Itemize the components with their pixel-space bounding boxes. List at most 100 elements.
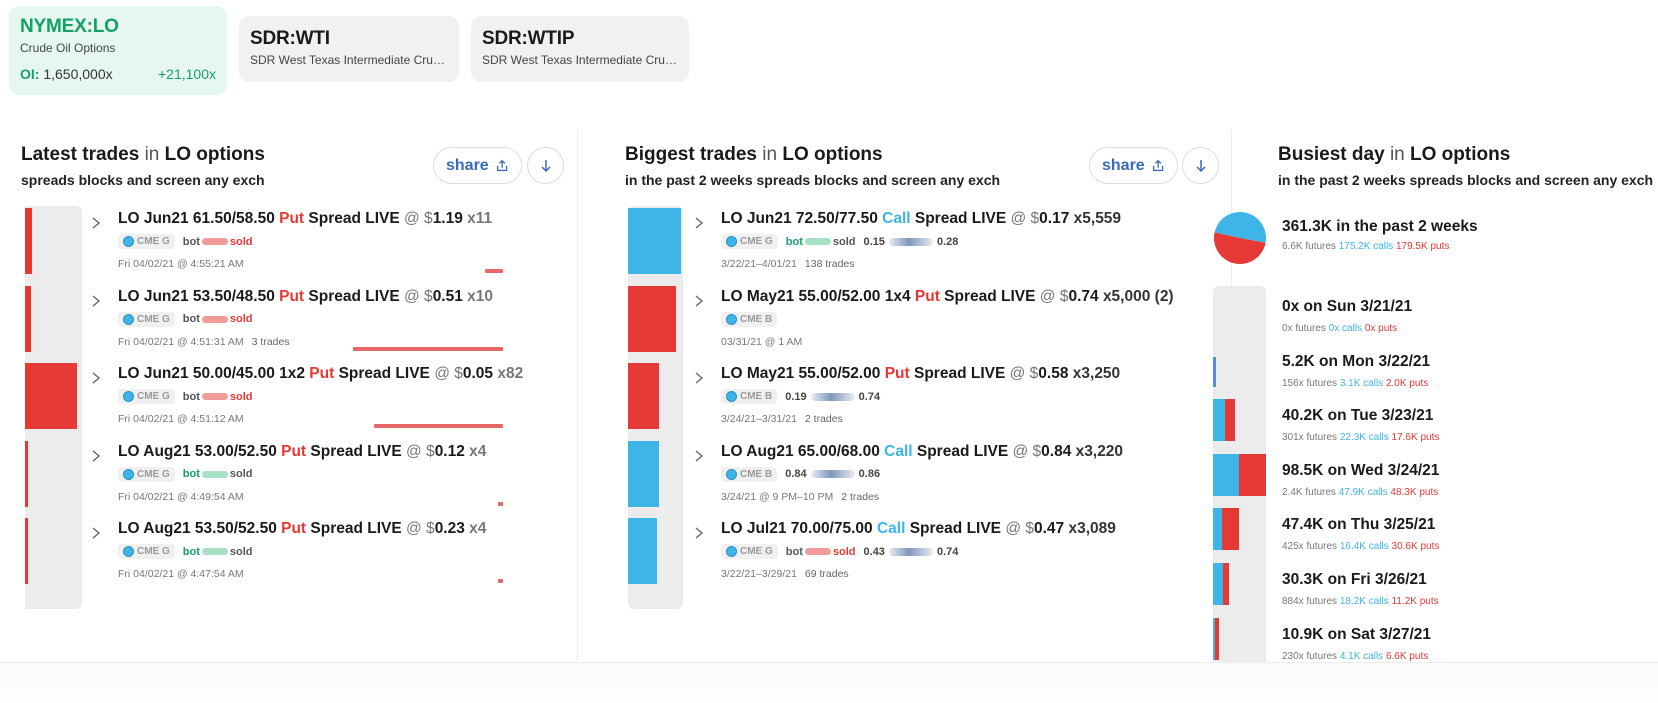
trade-type: Call (884, 442, 913, 460)
trade-at: @ $ (404, 287, 433, 305)
busiest-day-panel: Busiest day in LO options in the past 2 … (1232, 130, 1658, 703)
trade-row[interactable]: LO Jul21 70.00/75.00 Call Spread LIVE @ … (628, 516, 1148, 598)
card-sdr-wtip[interactable]: SDR:WTIP SDR West Texas Intermediate Cru… (471, 16, 689, 82)
trade-timestamp: 3/22/21–3/29/21 (721, 568, 797, 580)
trade-row[interactable]: LO Jun21 61.50/58.50 Put Spread LIVE @ $… (25, 206, 545, 288)
trade-description[interactable]: LO Jun21 53.50/48.50 Put Spread LIVE @ $… (118, 288, 493, 306)
trade-row[interactable]: LO May21 55.00/52.00 Put Spread LIVE @ $… (628, 361, 1148, 443)
exchange-badge: CME B (721, 466, 778, 482)
instrument-cards: NYMEX:LO Crude Oil Options OI: 1,650,000… (9, 6, 689, 95)
chevron-right-icon[interactable] (89, 449, 103, 463)
trade-at: @ $ (1005, 520, 1034, 537)
trade-row[interactable]: LO May21 55.00/52.00 1x4 Put Spread LIVE… (628, 284, 1174, 366)
range-low: 0.15 (863, 235, 885, 248)
globe-icon (123, 313, 134, 325)
trade-description[interactable]: LO May21 55.00/52.00 1x4 Put Spread LIVE… (721, 288, 1174, 306)
day-row[interactable]: 40.2K on Tue 3/23/21 301x futures 22.3K c… (1213, 399, 1653, 454)
day-breakdown: 301x futures 22.3K calls 17.6K puts (1282, 432, 1439, 443)
trade-row[interactable]: LO Jun21 53.50/48.50 Put Spread LIVE @ $… (25, 284, 545, 366)
trade-row[interactable]: LO Jun21 72.50/77.50 Call Spread LIVE @ … (628, 206, 1148, 288)
day-row[interactable]: 47.4K on Thu 3/25/21 425x futures 16.4K c… (1213, 508, 1653, 563)
trade-description[interactable]: LO Aug21 53.50/52.50 Put Spread LIVE @ $… (118, 520, 486, 538)
chevron-right-icon[interactable] (692, 449, 706, 463)
card-symbol: SDR:WTIP (482, 28, 575, 49)
bot-sold-pill (201, 393, 228, 400)
trade-size-bar (628, 440, 659, 507)
trade-row[interactable]: LO Aug21 53.50/52.50 Put Spread LIVE @ $… (25, 516, 545, 598)
exchange-badge: CME G (118, 544, 175, 559)
trade-meta: CME G bot sold (118, 544, 253, 559)
bot-label: bot (182, 468, 200, 480)
trade-type: Put (309, 365, 335, 382)
trade-timestamp: 03/31/21 @ 1 AM (721, 335, 803, 348)
trade-time: Fri 04/02/21 @ 4:47:54 AM (118, 568, 244, 580)
day-calls-segment (1213, 356, 1216, 387)
sold-label: sold (229, 468, 253, 480)
exchange-name: CME G (137, 236, 170, 247)
range-high: 0.74 (858, 390, 881, 403)
exchange-name: CME G (137, 313, 170, 325)
day-calls-segment (1213, 453, 1240, 496)
trade-contract: LO Aug21 53.50/52.50 (118, 520, 282, 537)
price-range: 0.43 0.74 (864, 546, 959, 558)
trade-description[interactable]: LO Aug21 65.00/68.00 Call Spread LIVE @ … (721, 443, 1123, 461)
day-row[interactable]: 10.9K on Sat 3/27/21 230x futures 4.1K ca… (1213, 617, 1653, 673)
bot-sold-indicator: bot sold (183, 391, 253, 403)
range-low: 0.43 (863, 545, 885, 558)
day-breakdown: 0x futures 0x calls 0x puts (1282, 323, 1397, 334)
chevron-right-icon[interactable] (692, 371, 706, 385)
day-total: 40.2K on Tue 3/23/21 (1282, 407, 1434, 425)
day-futures: 0x futures (1282, 323, 1326, 334)
day-calls-segment (1213, 617, 1216, 660)
chevron-right-icon[interactable] (692, 216, 706, 230)
chevron-right-icon[interactable] (89, 371, 103, 385)
download-button[interactable] (527, 147, 564, 184)
range-high: 0.28 (936, 235, 959, 248)
card-nymex-lo[interactable]: NYMEX:LO Crude Oil Options OI: 1,650,000… (9, 6, 227, 95)
share-button[interactable]: share (433, 147, 522, 184)
day-puts: 17.6K puts (1391, 432, 1440, 444)
trade-size-bar (25, 285, 32, 352)
trade-description[interactable]: LO Jun21 72.50/77.50 Call Spread LIVE @ … (721, 210, 1121, 228)
card-description: Crude Oil Options (20, 41, 116, 55)
chevron-right-icon[interactable] (692, 294, 706, 308)
trade-meta: CME G bot sold (118, 466, 253, 482)
chevron-right-icon[interactable] (89, 216, 103, 230)
trade-description[interactable]: LO Jun21 61.50/58.50 Put Spread LIVE @ $… (118, 210, 492, 228)
trade-description[interactable]: LO Aug21 53.00/52.50 Put Spread LIVE @ $… (118, 443, 486, 461)
chevron-right-icon[interactable] (692, 526, 706, 540)
day-row[interactable]: 98.5K on Wed 3/24/21 2.4K futures 47.9K c… (1213, 453, 1653, 509)
exchange-badge: CME G (118, 234, 175, 249)
day-calls: 22.3K calls (1339, 432, 1389, 444)
bot-sold-pill (201, 548, 228, 555)
trade-row[interactable]: LO Aug21 65.00/68.00 Call Spread LIVE @ … (628, 439, 1148, 521)
download-button[interactable] (1182, 147, 1219, 184)
day-calls: 18.2K calls (1339, 596, 1389, 607)
title-tail: LO options (1410, 144, 1511, 165)
trade-description[interactable]: LO May21 55.00/52.00 Put Spread LIVE @ $… (721, 365, 1120, 383)
day-row[interactable]: 30.3K on Fri 3/26/21 884x futures 18.2K c… (1213, 563, 1653, 618)
chevron-right-icon[interactable] (89, 526, 103, 540)
day-puts-segment (1223, 563, 1230, 605)
price-range: 0.84 0.86 (785, 468, 880, 480)
panel-title: Latest trades in LO options (21, 144, 265, 166)
trade-description[interactable]: LO Jun21 50.00/45.00 1x2 Put Spread LIVE… (118, 365, 523, 383)
bot-sold-pill (804, 548, 831, 555)
trade-at: @ $ (404, 210, 433, 227)
share-button[interactable]: share (1089, 147, 1178, 184)
trade-row[interactable]: LO Jun21 50.00/45.00 1x2 Put Spread LIVE… (25, 361, 545, 443)
trade-row[interactable]: LO Aug21 53.00/52.50 Put Spread LIVE @ $… (25, 439, 545, 521)
day-row[interactable]: 5.2K on Mon 3/22/21 156x futures 3.1K cal… (1213, 345, 1653, 400)
globe-icon (726, 546, 737, 557)
day-total: 0x on Sun 3/21/21 (1282, 298, 1413, 315)
price-range: 0.19 0.74 (785, 391, 880, 403)
day-calls: 0x calls (1328, 323, 1363, 334)
title-in: in (144, 144, 160, 165)
card-sdr-wti[interactable]: SDR:WTI SDR West Texas Intermediate Crud… (239, 16, 459, 82)
chevron-right-icon[interactable] (89, 294, 103, 308)
day-futures: 156x futures (1282, 377, 1338, 389)
range-bar (810, 392, 855, 401)
trade-description[interactable]: LO Jul21 70.00/75.00 Call Spread LIVE @ … (721, 520, 1116, 538)
trade-quantity: x3,220 (1075, 442, 1124, 460)
day-row[interactable]: 0x on Sun 3/21/21 0x futures 0x calls 0x … (1213, 290, 1653, 345)
